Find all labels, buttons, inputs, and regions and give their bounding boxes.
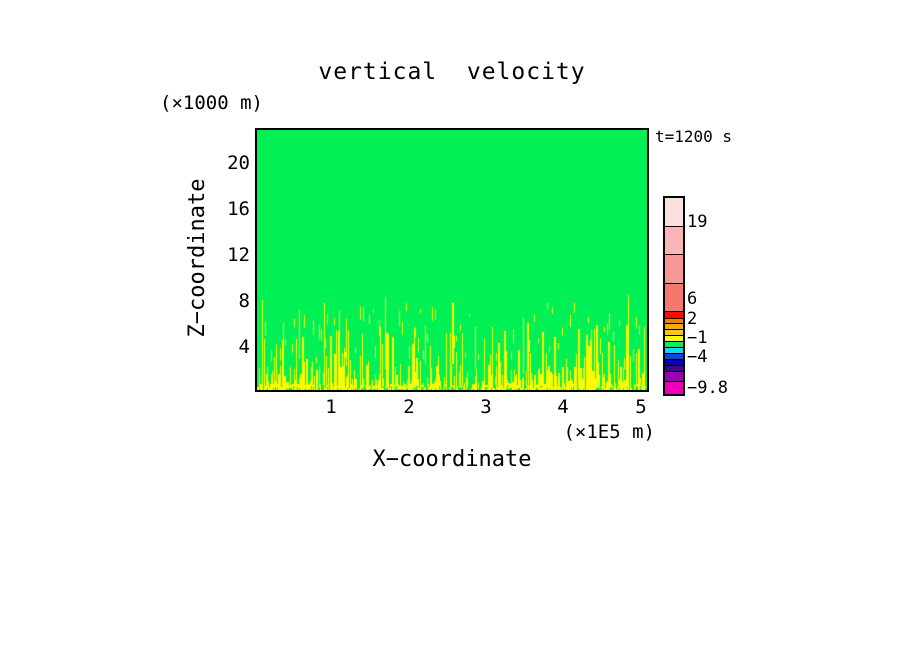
plot-area[interactable] — [255, 128, 649, 392]
x-axis-title: X−coordinate — [372, 447, 532, 472]
x-tick-label: 1 — [325, 396, 337, 418]
colorbar-tick-label: 2 — [687, 309, 698, 329]
colorbar-segment — [665, 365, 683, 371]
colorbar-segment — [665, 359, 683, 365]
velocity-field-canvas — [257, 130, 647, 390]
y-tick-label: 8 — [238, 290, 250, 312]
colorbar-tick-label: 6 — [687, 289, 698, 309]
y-tick-label: 16 — [227, 198, 250, 220]
chart-title: vertical velocity — [318, 59, 586, 85]
colorbar-segment — [665, 347, 683, 353]
colorbar-segment — [665, 335, 683, 341]
colorbar-segment — [665, 371, 683, 381]
colorbar-segment — [665, 283, 683, 311]
time-annotation: t=1200 s — [655, 127, 733, 146]
colorbar-segment — [665, 323, 683, 329]
x-tick-label: 4 — [557, 396, 569, 418]
colorbar-tick-label: −4 — [687, 347, 708, 367]
x-tick-label: 3 — [480, 396, 492, 418]
colorbar-segment — [665, 341, 683, 347]
y-axis-unit-label: (×1000 m) — [160, 92, 263, 114]
colorbar-tick-label: −1 — [687, 328, 708, 348]
colorbar — [663, 196, 685, 396]
y-tick-label: 20 — [227, 152, 250, 174]
colorbar-segment — [665, 254, 683, 283]
x-tick-label: 5 — [635, 396, 647, 418]
x-axis-unit-label: (×1E5 m) — [563, 421, 655, 443]
colorbar-segment — [665, 381, 683, 394]
colorbar-segment — [665, 226, 683, 254]
colorbar-tick-label: 19 — [687, 212, 708, 232]
colorbar-segment — [665, 198, 683, 226]
colorbar-segment — [665, 353, 683, 359]
x-tick-label: 2 — [403, 396, 415, 418]
colorbar-segment — [665, 329, 683, 335]
y-tick-label: 4 — [238, 336, 250, 358]
colorbar-tick-label: −9.8 — [687, 378, 728, 398]
colorbar-segment — [665, 311, 683, 318]
y-tick-label: 12 — [227, 244, 250, 266]
colorbar-segment — [665, 318, 683, 323]
